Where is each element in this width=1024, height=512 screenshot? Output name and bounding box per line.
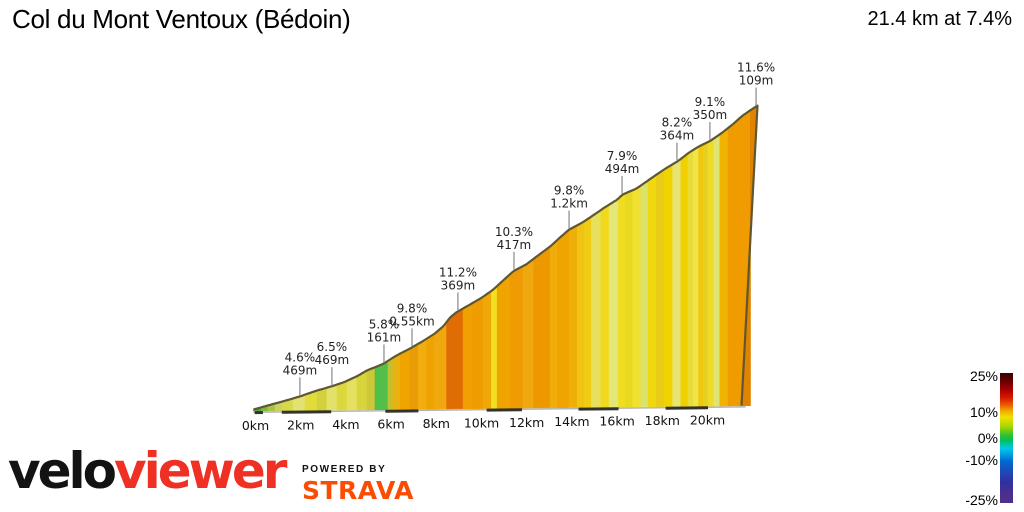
- gradient-band: [418, 338, 427, 410]
- gradient-band: [584, 215, 592, 408]
- gradient-band: [702, 141, 709, 407]
- gradient-band: [556, 228, 570, 409]
- gradient-band: [576, 220, 585, 408]
- gradient-band: [392, 352, 401, 410]
- annotation-gradient: 11.6%: [737, 61, 775, 75]
- page-title: Col du Mont Ventoux (Bédoin): [12, 4, 351, 34]
- annotation-length: 364m: [660, 129, 695, 143]
- annotation-length: 350m: [693, 108, 728, 122]
- gradient-band: [462, 302, 473, 410]
- x-axis-label: 12km: [509, 415, 544, 430]
- annotation-gradient: 9.1%: [695, 95, 726, 109]
- x-axis-label: 0km: [242, 418, 269, 433]
- gradient-band: [647, 174, 657, 408]
- gradient-band: [549, 239, 558, 409]
- gradient-band: [446, 307, 464, 410]
- gradient-band: [640, 179, 649, 408]
- gradient-band: [600, 204, 610, 408]
- x-axis-label: 16km: [599, 414, 634, 429]
- gradient-band: [509, 265, 524, 409]
- gradient-band: [713, 133, 721, 407]
- gradient-band: [434, 321, 447, 410]
- gradient-band: [472, 296, 484, 410]
- gradient-legend: 25% 10% 0% -10% -25%: [950, 364, 1018, 508]
- annotation-length: 417m: [497, 238, 532, 252]
- x-axis-label: 10km: [464, 415, 499, 430]
- baseline-mark: [281, 410, 332, 414]
- x-axis-label: 2km: [287, 417, 314, 432]
- gradient-band: [399, 348, 411, 410]
- gradient-band: [409, 343, 419, 410]
- gradient-band: [533, 245, 551, 409]
- powered-by-label: POWERED BY: [302, 464, 387, 475]
- gradient-band: [591, 209, 602, 408]
- x-axis-label: 14km: [554, 414, 589, 429]
- gradient-band: [625, 189, 634, 408]
- annotation-length: 469m: [283, 363, 318, 377]
- legend-label: 0%: [977, 430, 998, 446]
- gradient-band: [680, 152, 689, 407]
- veloviewer-logo: veloviewer: [8, 446, 287, 496]
- gradient-band: [482, 290, 492, 409]
- gradient-band: [698, 143, 704, 407]
- gradient-band: [426, 332, 436, 410]
- gradient-band: [608, 197, 619, 408]
- legend-label: -25%: [965, 491, 998, 508]
- strava-attribution: POWERED BY STRAVA: [302, 464, 414, 505]
- annotation-length: 1.2km: [550, 197, 588, 211]
- annotation-gradient: 9.8%: [554, 184, 585, 198]
- profile-outline: [253, 104, 759, 411]
- x-axis-label: 20km: [690, 413, 725, 428]
- legend-label: 25%: [969, 367, 998, 384]
- gradient-band: [664, 163, 674, 407]
- gradient-band: [491, 285, 498, 409]
- gradient-band: [496, 273, 511, 409]
- gradient-legend-bar: [1000, 373, 1013, 503]
- strava-logo: STRAVA: [302, 476, 414, 505]
- x-axis-label: 8km: [423, 416, 450, 431]
- veloviewer-logo-velo: velo: [8, 442, 117, 500]
- annotation-gradient: 7.9%: [607, 149, 638, 163]
- gradient-band: [374, 360, 389, 411]
- gradient-band: [655, 168, 665, 408]
- gradient-band: [687, 149, 694, 407]
- climb-summary: 21.4 km at 7.4%: [867, 8, 1012, 30]
- gradient-band: [336, 380, 348, 411]
- annotation-length: 494m: [605, 162, 640, 176]
- gradient-band: [522, 258, 535, 409]
- gradient-band: [568, 224, 578, 408]
- annotation-length: 109m: [739, 74, 774, 88]
- annotation-length: 161m: [367, 330, 402, 344]
- gradient-band: [693, 146, 699, 407]
- gradient-band: [366, 366, 376, 411]
- annotation-length: 0.55km: [389, 314, 434, 328]
- gradient-band: [387, 357, 394, 410]
- gradient-band: [719, 127, 729, 407]
- annotation-gradient: 4.6%: [285, 350, 316, 364]
- x-axis-label: 4km: [332, 417, 359, 432]
- annotation-gradient: 6.5%: [317, 340, 348, 354]
- legend-label: -10%: [965, 452, 998, 469]
- annotation-gradient: 11.2%: [439, 265, 477, 279]
- legend-label: 10%: [969, 404, 998, 420]
- annotation-gradient: 5.8%: [369, 317, 400, 331]
- x-axis-label: 6km: [377, 416, 404, 431]
- gradient-band: [632, 184, 642, 408]
- x-axis-label: 18km: [645, 413, 680, 428]
- annotation-gradient: 9.8%: [397, 301, 428, 315]
- gradient-band: [672, 158, 682, 407]
- annotation-gradient: 10.3%: [495, 225, 533, 239]
- annotation-gradient: 8.2%: [662, 116, 693, 130]
- annotation-length: 369m: [441, 278, 476, 292]
- annotation-length: 469m: [315, 353, 350, 367]
- veloviewer-logo-viewer: viewer: [114, 442, 287, 500]
- gradient-band: [707, 137, 715, 407]
- gradient-band: [618, 192, 626, 408]
